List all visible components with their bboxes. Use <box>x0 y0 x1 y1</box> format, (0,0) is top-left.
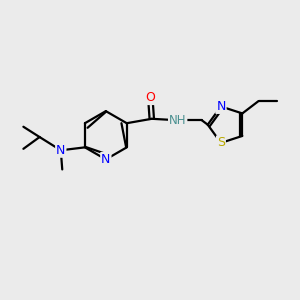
Text: N: N <box>56 144 65 157</box>
Text: O: O <box>146 91 155 104</box>
Text: N: N <box>216 100 226 113</box>
Text: N: N <box>101 153 110 166</box>
Text: S: S <box>217 136 225 149</box>
Text: NH: NH <box>169 114 186 127</box>
